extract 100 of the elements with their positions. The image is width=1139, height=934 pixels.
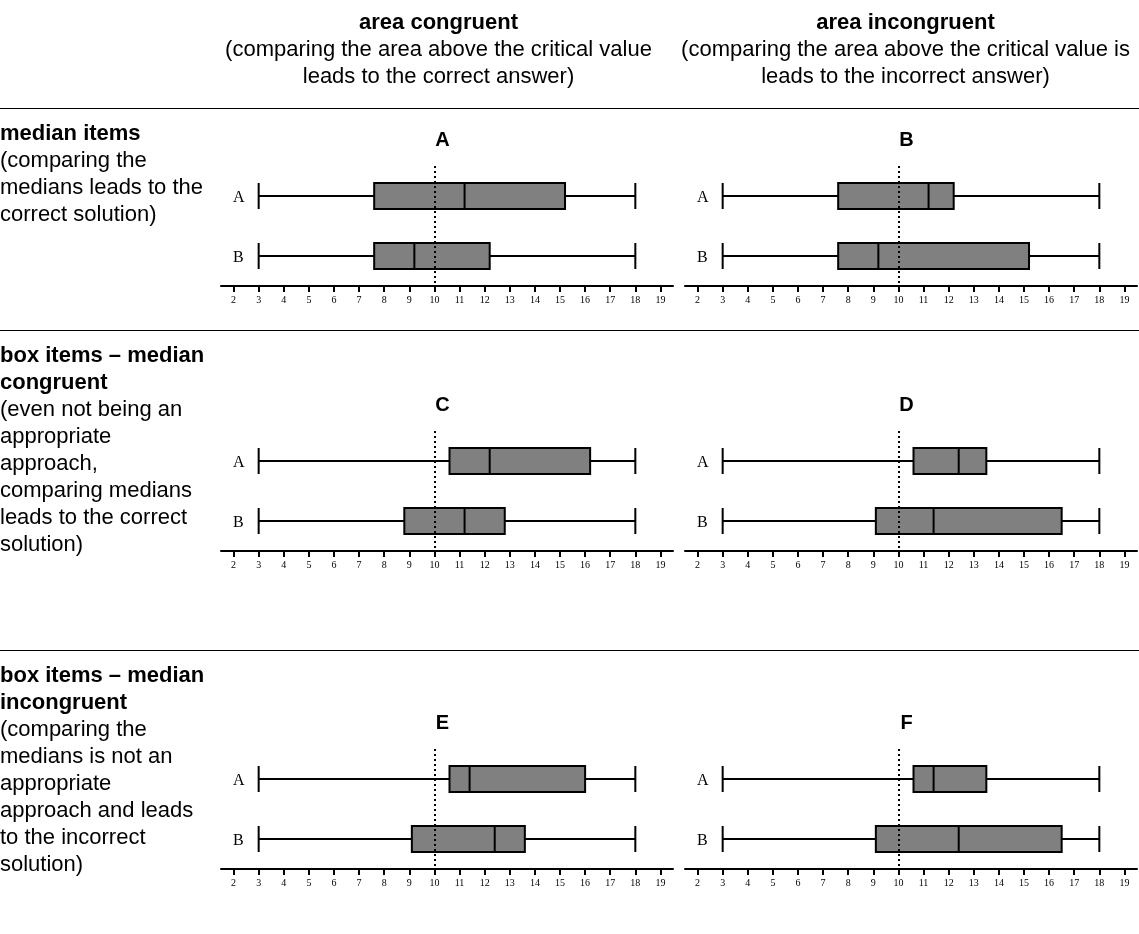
x-tick-label: 5: [306, 876, 312, 888]
x-tick-label: 8: [845, 293, 851, 305]
x-tick-label: 6: [795, 558, 801, 570]
x-tick-label: 12: [943, 876, 954, 888]
x-tick-label: 15: [555, 293, 565, 305]
x-tick-label: 16: [580, 876, 591, 888]
x-tick-label: 4: [281, 876, 287, 888]
y-tick-label: B: [697, 512, 708, 530]
x-tick-label: 12: [943, 558, 954, 570]
chart-title: E: [435, 711, 450, 733]
x-tick-label: 15: [1019, 293, 1029, 305]
x-tick-label: 19: [1119, 293, 1130, 305]
x-tick-label: 12: [479, 558, 490, 570]
x-tick-label: 10: [429, 293, 440, 305]
x-tick-label: 18: [630, 558, 641, 570]
x-tick-label: 11: [454, 876, 465, 888]
x-tick-label: 6: [795, 876, 801, 888]
x-tick-label: 11: [918, 876, 929, 888]
x-tick-label: 2: [231, 558, 237, 570]
x-tick-label: 9: [406, 558, 412, 570]
x-tick-label: 4: [281, 293, 287, 305]
x-tick-label: 9: [406, 876, 412, 888]
text: box items – median incongruent (comparing the medians is not an appropriate approach and leads to the incorrect solution): [0, 661, 205, 877]
x-tick-label: 11: [918, 558, 929, 570]
x-tick-label: 17: [605, 293, 616, 305]
x-tick-label: 14: [529, 558, 540, 570]
x-tick-label: 8: [381, 558, 387, 570]
x-tick-label: 15: [1019, 558, 1029, 570]
x-tick-label: 12: [943, 293, 954, 305]
x-tick-label: 10: [429, 876, 440, 888]
x-tick-label: 10: [893, 293, 904, 305]
x-tick-label: 11: [454, 558, 465, 570]
y-tick-label: A: [233, 452, 245, 470]
x-tick-label: 8: [845, 558, 851, 570]
y-tick-label: B: [233, 512, 244, 530]
x-tick-label: 17: [1069, 293, 1080, 305]
x-tick-label: 5: [770, 293, 776, 305]
x-tick-label: 3: [256, 558, 262, 570]
text: area incongruent (comparing the area above the critical value is leads to the incorrect answer): [680, 8, 1131, 89]
x-tick-label: 12: [479, 876, 490, 888]
x-tick-label: 14: [529, 876, 540, 888]
x-tick-label: 3: [720, 558, 726, 570]
y-tick-label: B: [697, 247, 708, 265]
x-tick-label: 11: [918, 293, 929, 305]
x-tick-label: 17: [1069, 876, 1080, 888]
x-tick-label: 3: [256, 876, 262, 888]
x-tick-label: 19: [655, 876, 666, 888]
x-tick-label: 4: [745, 558, 751, 570]
x-tick-label: 9: [870, 293, 876, 305]
chart-title: F: [900, 711, 913, 733]
x-tick-label: 3: [720, 293, 726, 305]
x-tick-label: 19: [655, 558, 666, 570]
text: area congruent (comparing the area above the critical value leads to the correct answer): [224, 8, 653, 89]
x-tick-label: 9: [870, 876, 876, 888]
x-tick-label: 7: [356, 558, 362, 570]
x-tick-label: 19: [1119, 558, 1130, 570]
x-tick-label: 18: [630, 293, 641, 305]
x-tick-label: 16: [580, 293, 591, 305]
x-tick-label: 8: [381, 293, 387, 305]
x-tick-label: 19: [1119, 876, 1130, 888]
x-tick-label: 18: [1094, 876, 1105, 888]
x-tick-label: 7: [356, 876, 362, 888]
chart-title: A: [435, 128, 450, 150]
x-tick-label: 17: [605, 876, 616, 888]
x-tick-label: 4: [745, 293, 751, 305]
y-tick-label: A: [697, 452, 709, 470]
x-tick-label: 12: [479, 293, 490, 305]
x-tick-label: 5: [770, 558, 776, 570]
x-tick-label: 8: [381, 876, 387, 888]
x-tick-label: 13: [504, 558, 515, 570]
chart-title: C: [435, 393, 450, 415]
x-tick-label: 7: [820, 876, 826, 888]
y-tick-label: A: [233, 187, 245, 205]
x-tick-label: 15: [555, 558, 565, 570]
x-tick-label: 6: [331, 293, 337, 305]
y-tick-label: B: [233, 247, 244, 265]
x-tick-label: 9: [406, 293, 412, 305]
x-tick-label: 13: [968, 558, 979, 570]
x-tick-label: 13: [504, 876, 515, 888]
x-tick-label: 17: [605, 558, 616, 570]
x-tick-label: 5: [306, 558, 312, 570]
x-tick-label: 13: [504, 293, 515, 305]
x-tick-label: 15: [555, 876, 565, 888]
text: median items (comparing the medians leads to the correct solution): [0, 119, 205, 227]
x-tick-label: 5: [306, 293, 312, 305]
chart-title: B: [899, 128, 914, 150]
x-tick-label: 3: [720, 876, 726, 888]
x-tick-label: 4: [745, 876, 751, 888]
x-tick-label: 10: [429, 558, 440, 570]
x-tick-label: 3: [256, 293, 262, 305]
y-tick-label: A: [697, 770, 709, 788]
x-tick-label: 8: [845, 876, 851, 888]
x-tick-label: 18: [630, 876, 641, 888]
x-tick-label: 7: [820, 293, 826, 305]
x-tick-label: 9: [870, 558, 876, 570]
x-tick-label: 13: [968, 876, 979, 888]
x-tick-label: 14: [993, 558, 1004, 570]
x-tick-label: 4: [281, 558, 287, 570]
x-tick-label: 2: [695, 876, 701, 888]
x-tick-label: 16: [1044, 876, 1055, 888]
